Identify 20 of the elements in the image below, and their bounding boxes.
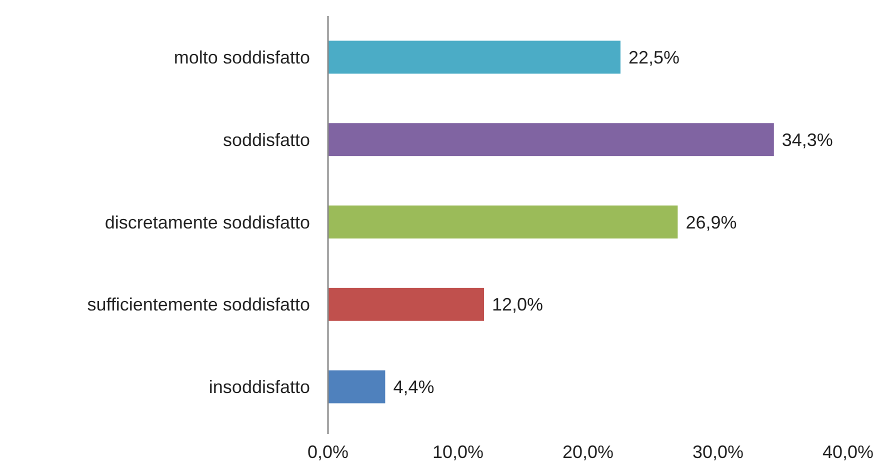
bar — [328, 370, 386, 404]
x-tick-label: 0,0% — [307, 442, 349, 462]
bar — [328, 206, 678, 238]
bar — [328, 288, 484, 321]
y-tick-label: molto soddisfatto — [174, 48, 310, 68]
x-tick-label: 20,0% — [562, 442, 614, 462]
data-label: 26,9% — [686, 212, 737, 232]
y-tick-label: discretamente soddisfatto — [104, 212, 310, 232]
x-tick-label: 10,0% — [432, 442, 484, 462]
data-label: 12,0% — [492, 294, 544, 315]
x-tick-label: 30,0% — [692, 442, 744, 462]
bar — [328, 123, 774, 156]
y-tick-label: insoddisfatto — [208, 377, 310, 398]
y-tick-label: soddisfatto — [222, 130, 310, 150]
y-tick-label: sufficientemente soddisfatto — [87, 294, 310, 315]
data-label: 34,3% — [782, 130, 833, 150]
data-label: 22,5% — [628, 48, 680, 68]
bar — [328, 40, 620, 74]
x-tick-label: 40,0% — [822, 442, 874, 462]
data-label: 4,4% — [393, 377, 434, 398]
